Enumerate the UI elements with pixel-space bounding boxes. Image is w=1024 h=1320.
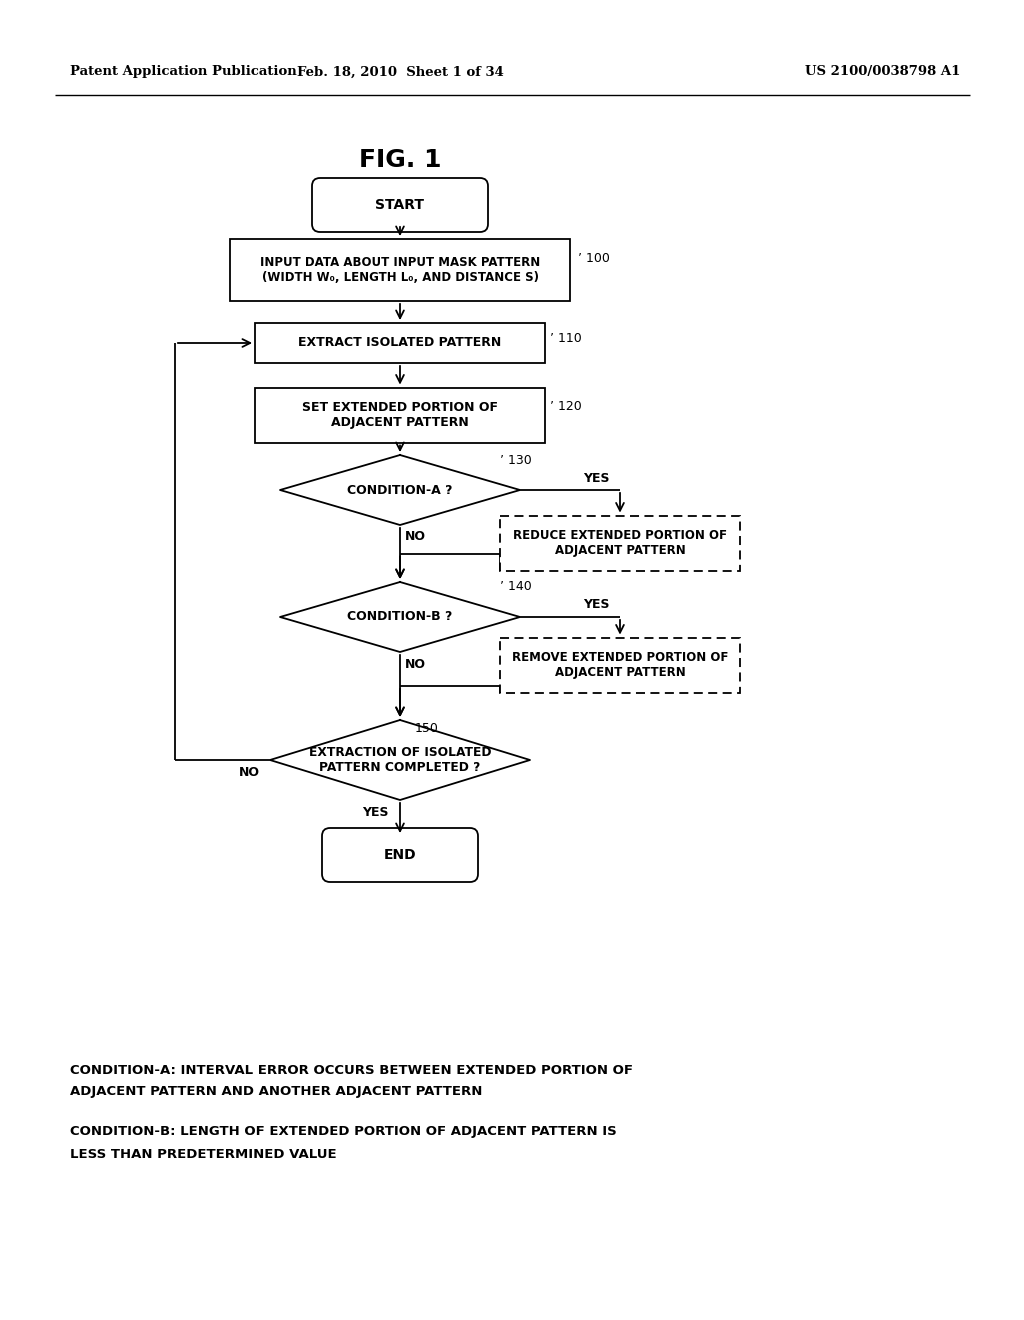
Text: INPUT DATA ABOUT INPUT MASK PATTERN
(WIDTH W₀, LENGTH L₀, AND DISTANCE S): INPUT DATA ABOUT INPUT MASK PATTERN (WID… <box>260 256 540 284</box>
Text: END: END <box>384 847 417 862</box>
Text: LESS THAN PREDETERMINED VALUE: LESS THAN PREDETERMINED VALUE <box>70 1147 337 1160</box>
Text: ’ 120: ’ 120 <box>550 400 582 413</box>
Text: REDUCE EXTENDED PORTION OF
ADJACENT PATTERN: REDUCE EXTENDED PORTION OF ADJACENT PATT… <box>513 529 727 557</box>
Polygon shape <box>280 455 520 525</box>
Text: EXTRACTION OF ISOLATED
PATTERN COMPLETED ?: EXTRACTION OF ISOLATED PATTERN COMPLETED… <box>309 746 492 774</box>
Text: START: START <box>376 198 425 213</box>
Text: 150: 150 <box>415 722 439 734</box>
Text: Patent Application Publication: Patent Application Publication <box>70 66 297 78</box>
Text: CONDITION-B: LENGTH OF EXTENDED PORTION OF ADJACENT PATTERN IS: CONDITION-B: LENGTH OF EXTENDED PORTION … <box>70 1126 616 1138</box>
Text: ADJACENT PATTERN AND ANOTHER ADJACENT PATTERN: ADJACENT PATTERN AND ANOTHER ADJACENT PA… <box>70 1085 482 1098</box>
Bar <box>500 516 740 570</box>
Text: ’ 140: ’ 140 <box>500 581 531 594</box>
FancyBboxPatch shape <box>322 828 478 882</box>
Text: YES: YES <box>584 598 610 611</box>
Text: Feb. 18, 2010  Sheet 1 of 34: Feb. 18, 2010 Sheet 1 of 34 <box>297 66 504 78</box>
Text: CONDITION-A ?: CONDITION-A ? <box>347 483 453 496</box>
FancyBboxPatch shape <box>312 178 488 232</box>
Text: YES: YES <box>361 805 388 818</box>
Text: REMOVE EXTENDED PORTION OF
ADJACENT PATTERN: REMOVE EXTENDED PORTION OF ADJACENT PATT… <box>512 651 728 678</box>
Polygon shape <box>280 582 520 652</box>
Polygon shape <box>270 719 530 800</box>
Bar <box>230 239 570 301</box>
Text: YES: YES <box>584 471 610 484</box>
Text: FIG. 1: FIG. 1 <box>358 148 441 172</box>
Text: ’ 130: ’ 130 <box>500 454 531 466</box>
Text: NO: NO <box>239 766 260 779</box>
Text: NO: NO <box>406 657 426 671</box>
Text: CONDITION-B ?: CONDITION-B ? <box>347 610 453 623</box>
Text: EXTRACT ISOLATED PATTERN: EXTRACT ISOLATED PATTERN <box>298 337 502 350</box>
Bar <box>255 388 545 442</box>
Bar <box>500 638 740 693</box>
Text: NO: NO <box>406 531 426 544</box>
Text: ’ 110: ’ 110 <box>550 331 582 345</box>
Bar <box>255 323 545 363</box>
Text: SET EXTENDED PORTION OF
ADJACENT PATTERN: SET EXTENDED PORTION OF ADJACENT PATTERN <box>302 401 498 429</box>
Text: US 2100/0038798 A1: US 2100/0038798 A1 <box>805 66 961 78</box>
Text: CONDITION-A: INTERVAL ERROR OCCURS BETWEEN EXTENDED PORTION OF: CONDITION-A: INTERVAL ERROR OCCURS BETWE… <box>70 1064 633 1077</box>
Text: ’ 100: ’ 100 <box>578 252 610 264</box>
